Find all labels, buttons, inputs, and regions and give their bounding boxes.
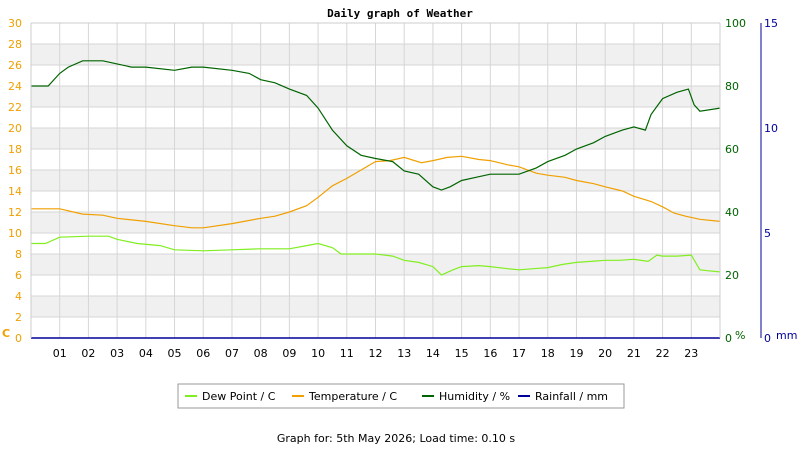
chart-title: Daily graph of Weather xyxy=(327,7,473,20)
left-tick-label: 30 xyxy=(8,17,22,30)
left-tick-label: 26 xyxy=(8,59,22,72)
x-tick-label: 08 xyxy=(254,347,268,360)
legend: Dew Point / C Temperature / C Humidity / %… xyxy=(177,383,625,409)
x-tick-label: 07 xyxy=(225,347,239,360)
humidity-axis-unit: % xyxy=(735,329,745,342)
vertical-gridlines xyxy=(59,23,692,338)
x-tick-label: 11 xyxy=(340,347,354,360)
left-tick-label: 22 xyxy=(8,101,22,114)
axes-layer xyxy=(30,22,762,338)
x-tick-label: 14 xyxy=(426,347,440,360)
left-tick-label: 10 xyxy=(8,227,22,240)
series-humidity xyxy=(31,60,721,191)
rainfall-tick-label: 10 xyxy=(764,122,778,135)
rainfall-tick-label: 0 xyxy=(764,332,771,345)
series-layer xyxy=(31,60,721,339)
left-tick-label: 0 xyxy=(15,332,22,345)
legend-label: Humidity / % xyxy=(439,390,510,403)
left-tick-label: 20 xyxy=(8,122,22,135)
left-tick-label: 28 xyxy=(8,38,22,51)
x-tick-label: 13 xyxy=(397,347,411,360)
x-tick-label: 06 xyxy=(196,347,210,360)
x-tick-label: 16 xyxy=(483,347,497,360)
x-tick-label: 12 xyxy=(369,347,383,360)
series-temperature-c xyxy=(31,155,721,229)
x-tick-label: 03 xyxy=(110,347,124,360)
x-tick-label: 17 xyxy=(512,347,526,360)
x-tick-label: 02 xyxy=(81,347,95,360)
rainfall-tick-label: 15 xyxy=(764,17,778,30)
chart-footer: Graph for: 5th May 2026; Load time: 0.10… xyxy=(277,432,516,445)
legend-label: Rainfall / mm xyxy=(535,390,608,403)
left-tick-label: 14 xyxy=(8,185,22,198)
left-tick-label: 8 xyxy=(15,248,22,261)
rainfall-tick-label: 5 xyxy=(764,227,771,240)
x-tick-label: 23 xyxy=(684,347,698,360)
rainfall-axis-tick-labels: 0 5 10 15 xyxy=(764,17,778,345)
humidity-axis-tick-labels: 0 20 40 60 80 100 xyxy=(725,17,746,345)
humidity-tick-label: 40 xyxy=(725,206,739,219)
x-tick-label: 19 xyxy=(569,347,583,360)
left-tick-label: 12 xyxy=(8,206,22,219)
x-tick-label: 04 xyxy=(139,347,153,360)
humidity-tick-label: 60 xyxy=(725,143,739,156)
left-tick-label: 18 xyxy=(8,143,22,156)
x-tick-label: 18 xyxy=(541,347,555,360)
humidity-tick-label: 80 xyxy=(725,80,739,93)
x-tick-label: 20 xyxy=(598,347,612,360)
humidity-tick-label: 0 xyxy=(725,332,732,345)
x-tick-label: 10 xyxy=(311,347,325,360)
x-tick-label: 21 xyxy=(627,347,641,360)
x-axis-tick-labels: 01 02 03 04 05 06 07 08 09 10 11 12 13 14 15 16 17 18 19 20… xyxy=(53,347,699,360)
rainfall-axis-unit: mm xyxy=(776,329,797,342)
left-tick-label: 4 xyxy=(15,290,22,303)
legend-items: Dew Point / C Temperature / C Humidity / %… xyxy=(185,390,608,403)
left-tick-label: 16 xyxy=(8,164,22,177)
series-dew-point-c xyxy=(31,235,721,276)
left-tick-label: 6 xyxy=(15,269,22,282)
left-tick-label: 2 xyxy=(15,311,22,324)
legend-label: Dew Point / C xyxy=(202,390,276,403)
left-tick-label: 24 xyxy=(8,80,22,93)
x-tick-label: 15 xyxy=(455,347,469,360)
x-tick-label: 22 xyxy=(656,347,670,360)
x-tick-label: 01 xyxy=(53,347,67,360)
left-axis-unit: C xyxy=(2,327,10,340)
x-tick-label: 09 xyxy=(282,347,296,360)
legend-label: Temperature / C xyxy=(308,390,397,403)
legend-box xyxy=(177,383,625,409)
humidity-tick-label: 20 xyxy=(725,269,739,282)
x-tick-label: 05 xyxy=(168,347,182,360)
humidity-tick-label: 100 xyxy=(725,17,746,30)
